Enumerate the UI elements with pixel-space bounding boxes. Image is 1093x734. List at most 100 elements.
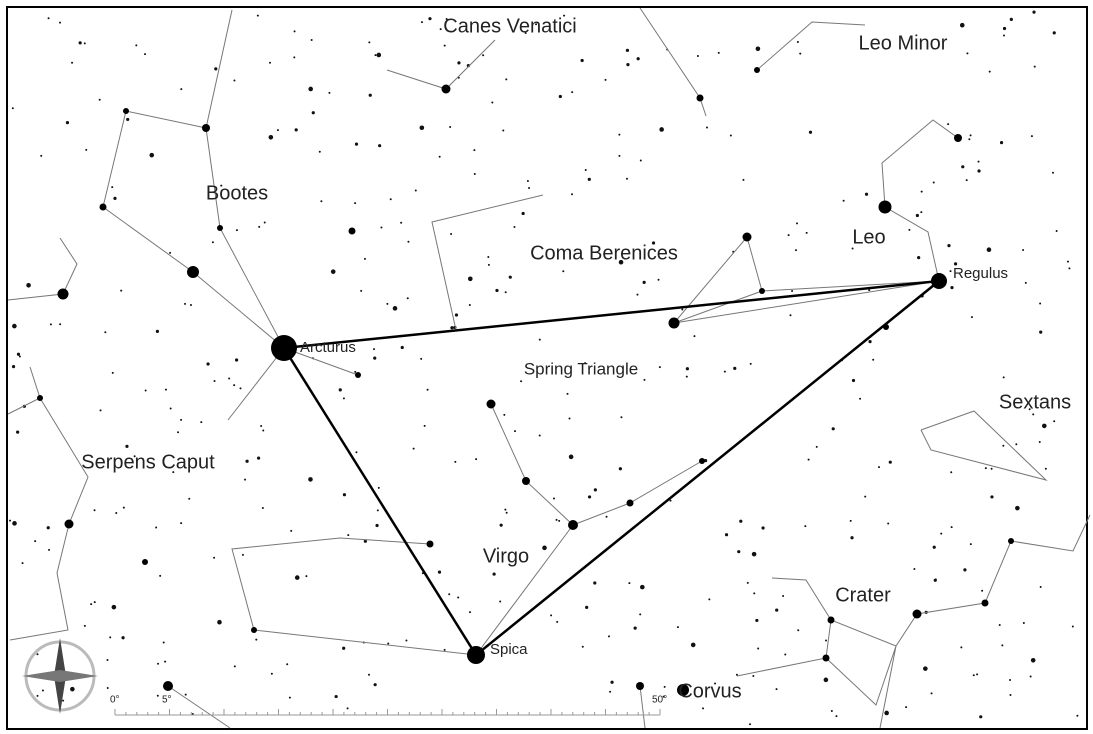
spring-triangle bbox=[281, 279, 944, 657]
star bbox=[794, 249, 797, 252]
constellation-label: Leo bbox=[852, 226, 885, 248]
star bbox=[318, 150, 321, 153]
constellation-label: Coma Berenices bbox=[530, 242, 678, 264]
star bbox=[685, 367, 689, 371]
star bbox=[864, 495, 867, 498]
star bbox=[538, 434, 541, 437]
star bbox=[676, 626, 679, 629]
star bbox=[657, 278, 660, 281]
star bbox=[959, 22, 965, 28]
star bbox=[685, 375, 688, 378]
star bbox=[524, 32, 527, 35]
star bbox=[162, 641, 165, 644]
star bbox=[163, 681, 173, 691]
star bbox=[288, 696, 291, 699]
star bbox=[1041, 423, 1047, 429]
star bbox=[65, 120, 70, 125]
star bbox=[920, 190, 923, 193]
star bbox=[261, 507, 264, 510]
star bbox=[328, 91, 331, 94]
star bbox=[406, 297, 409, 300]
star bbox=[830, 709, 833, 712]
star bbox=[475, 458, 478, 461]
star bbox=[83, 42, 86, 45]
star-label: Spica bbox=[490, 641, 528, 658]
star bbox=[169, 251, 172, 254]
star bbox=[1076, 714, 1079, 717]
star bbox=[286, 663, 289, 666]
star bbox=[735, 673, 738, 676]
star bbox=[562, 270, 565, 273]
star bbox=[473, 173, 476, 176]
star bbox=[739, 519, 743, 523]
star bbox=[864, 192, 869, 196]
star bbox=[1001, 644, 1004, 647]
star bbox=[106, 658, 109, 661]
star bbox=[961, 165, 965, 169]
star bbox=[977, 169, 981, 173]
star bbox=[953, 262, 958, 266]
star bbox=[1053, 420, 1056, 423]
star bbox=[960, 646, 963, 649]
star bbox=[149, 152, 155, 158]
star bbox=[200, 421, 203, 424]
star bbox=[796, 40, 799, 43]
star bbox=[373, 356, 377, 360]
star bbox=[305, 575, 308, 578]
star bbox=[746, 581, 749, 584]
star bbox=[83, 624, 86, 627]
star bbox=[428, 17, 432, 21]
star bbox=[609, 690, 612, 693]
star bbox=[180, 522, 183, 525]
star bbox=[805, 231, 808, 234]
star bbox=[775, 608, 779, 612]
star bbox=[348, 227, 356, 235]
star bbox=[36, 694, 39, 697]
star bbox=[808, 130, 813, 134]
star bbox=[761, 526, 765, 530]
star bbox=[18, 355, 21, 358]
star bbox=[360, 289, 363, 292]
star bbox=[374, 54, 377, 57]
asterism-label: Spring Triangle bbox=[524, 359, 638, 378]
labels: Canes Venatici Leo Minor Bootes Coma Ber… bbox=[81, 15, 1071, 702]
compass bbox=[22, 638, 98, 714]
star bbox=[528, 186, 531, 189]
constellation-label: Canes Venatici bbox=[443, 15, 576, 37]
star bbox=[106, 686, 109, 689]
star bbox=[293, 56, 296, 59]
star bbox=[468, 304, 471, 307]
star bbox=[850, 536, 854, 540]
star bbox=[581, 645, 584, 648]
star bbox=[271, 335, 297, 361]
star bbox=[913, 567, 916, 570]
star bbox=[467, 276, 473, 282]
star bbox=[636, 682, 644, 690]
star bbox=[663, 685, 666, 688]
star bbox=[347, 534, 350, 537]
star bbox=[753, 592, 756, 595]
star bbox=[64, 519, 74, 529]
constellation-lines bbox=[7, 7, 1091, 729]
star bbox=[363, 257, 366, 260]
star bbox=[99, 203, 107, 211]
star bbox=[1032, 10, 1036, 14]
star bbox=[587, 495, 592, 499]
star bbox=[508, 275, 512, 279]
star bbox=[628, 582, 631, 585]
star bbox=[47, 17, 50, 20]
star bbox=[639, 613, 642, 616]
star bbox=[990, 495, 994, 499]
star bbox=[441, 84, 451, 94]
virgo-line bbox=[231, 524, 574, 656]
star bbox=[389, 198, 392, 201]
star bbox=[1022, 622, 1025, 625]
star bbox=[268, 134, 274, 140]
star bbox=[256, 14, 259, 17]
scale-label: 0° bbox=[110, 695, 120, 706]
star bbox=[550, 614, 553, 617]
star bbox=[878, 200, 892, 214]
star bbox=[552, 497, 555, 500]
star bbox=[538, 338, 541, 341]
star bbox=[11, 365, 16, 369]
